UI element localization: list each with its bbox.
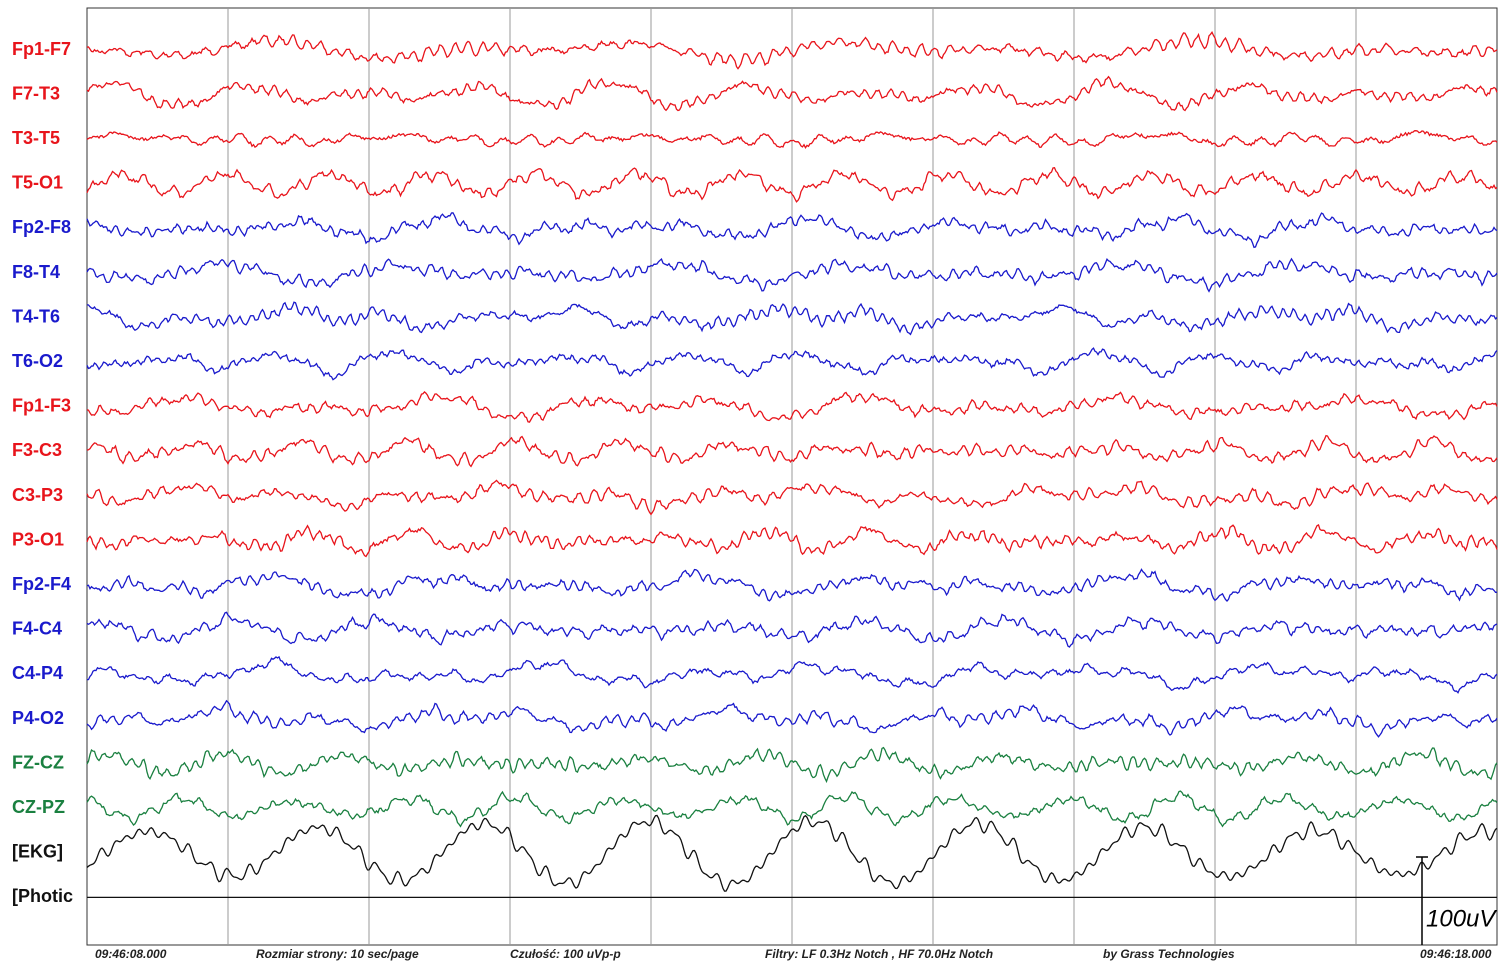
eeg-trace bbox=[86, 699, 1498, 738]
eeg-trace bbox=[86, 611, 1498, 648]
channel-label: C3-P3 bbox=[12, 485, 63, 505]
eeg-trace bbox=[86, 814, 1498, 892]
eeg-trace bbox=[86, 523, 1498, 558]
channel-label: F4-C4 bbox=[12, 619, 62, 639]
vendor: by Grass Technologies bbox=[1103, 947, 1235, 961]
channel-label: F7-T3 bbox=[12, 83, 60, 103]
traces bbox=[86, 31, 1498, 899]
scale-label: 100uV bbox=[1426, 905, 1497, 932]
eeg-trace bbox=[86, 790, 1498, 828]
start-time: 09:46:08.000 bbox=[95, 947, 167, 961]
channel-label: CZ-PZ bbox=[12, 797, 65, 817]
eeg-trace bbox=[86, 75, 1498, 112]
channel-label: [EKG] bbox=[12, 842, 63, 862]
eeg-trace bbox=[86, 212, 1498, 249]
channel-label: Fp1-F3 bbox=[12, 396, 71, 416]
eeg-trace bbox=[86, 31, 1498, 70]
channel-label: Fp1-F7 bbox=[12, 39, 71, 59]
channel-label: [Photic bbox=[12, 886, 73, 906]
channel-label: T5-O1 bbox=[12, 173, 63, 193]
end-time: 09:46:18.000 bbox=[1420, 947, 1492, 961]
eeg-trace bbox=[86, 434, 1498, 468]
eeg-trace bbox=[86, 479, 1498, 516]
sensitivity: Czułość: 100 uVp-p bbox=[510, 947, 621, 961]
eeg-trace bbox=[86, 301, 1498, 336]
eeg-trace bbox=[86, 568, 1497, 602]
eeg-trace bbox=[86, 257, 1498, 293]
eeg-trace bbox=[86, 390, 1498, 423]
channel-label: FZ-CZ bbox=[12, 752, 64, 772]
filters: Filtry: LF 0.3Hz Notch , HF 70.0Hz Notch bbox=[765, 947, 993, 961]
channel-label: T4-T6 bbox=[12, 306, 60, 326]
channel-labels: Fp1-F7 F7-T3 T3-T5 T5-O1 Fp2-F8 F8-T4 T4-T6 T6-… bbox=[12, 39, 73, 906]
channel-label: Fp2-F4 bbox=[12, 574, 71, 594]
channel-label: T6-O2 bbox=[12, 351, 63, 371]
channel-label: C4-P4 bbox=[12, 663, 63, 683]
time-grid bbox=[227, 8, 1357, 945]
eeg-trace bbox=[86, 347, 1498, 381]
channel-label: T3-T5 bbox=[12, 128, 60, 148]
eeg-trace bbox=[86, 746, 1498, 784]
channel-label: P3-O1 bbox=[12, 529, 64, 549]
channel-label: Fp2-F8 bbox=[12, 217, 71, 237]
channel-label: P4-O2 bbox=[12, 708, 64, 728]
channel-label: F3-C3 bbox=[12, 440, 62, 460]
channel-label: F8-T4 bbox=[12, 262, 60, 282]
eeg-trace bbox=[86, 655, 1498, 694]
page-size: Rozmiar strony: 10 sec/page bbox=[256, 947, 419, 961]
eeg-trace bbox=[86, 130, 1498, 149]
eeg-trace bbox=[86, 166, 1498, 203]
